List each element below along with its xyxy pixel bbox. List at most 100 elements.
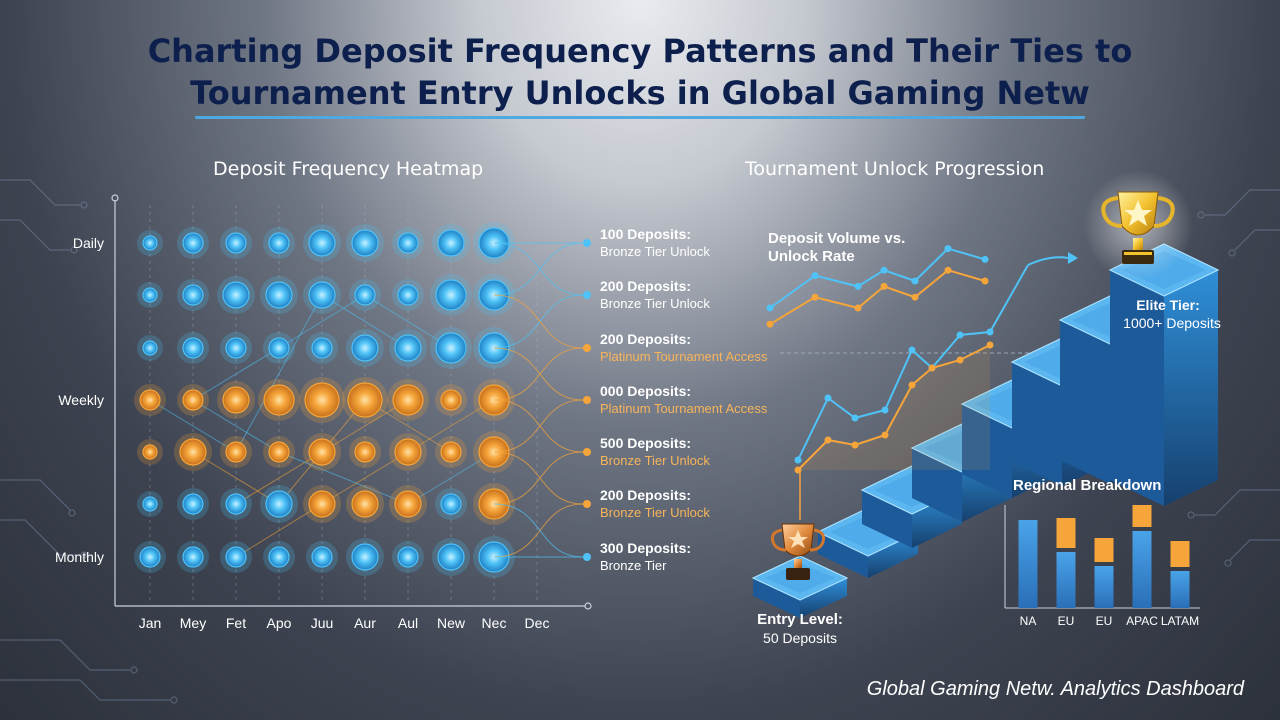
progression-point: [766, 320, 774, 328]
milestone-value: 200 Deposits:: [600, 278, 691, 294]
progression-point: [824, 436, 832, 444]
progression-point: [851, 441, 859, 449]
progression-point: [986, 341, 994, 349]
heatmap-bubble: [177, 332, 209, 364]
heatmap-connection-line: [192, 399, 495, 505]
heatmap-x-label: New: [437, 615, 466, 631]
progression-point: [911, 277, 919, 285]
regional-title: Regional Breakdown: [1013, 477, 1161, 494]
progression-point: [854, 304, 862, 312]
milestone-dot: [583, 553, 591, 561]
heatmap-x-label: Mey: [180, 615, 206, 631]
heatmap-x-label: Dec: [525, 615, 550, 631]
heatmap-row-label: Weekly: [58, 392, 104, 408]
heatmap-row-label: Daily: [73, 235, 104, 251]
title-line-2: Tournament Entry Unlocks in Global Gamin…: [190, 74, 1090, 112]
heatmap-bubbles: [134, 222, 515, 578]
heatmap-bubble: [177, 279, 209, 311]
milestone-value: 200 Deposits:: [600, 487, 691, 503]
heatmap-bubble: [389, 433, 427, 471]
entry-level-desc: 50 Deposits: [763, 630, 837, 646]
heatmap-x-label: Aur: [354, 615, 376, 631]
heatmap-x-label: Juu: [311, 615, 334, 631]
progression-point: [956, 331, 964, 339]
heatmap-bubble: [303, 224, 341, 262]
title-line-1: Charting Deposit Frequency Patterns and …: [147, 32, 1133, 70]
milestone-dot: [583, 344, 591, 352]
heatmap-bubble: [137, 439, 163, 465]
circuit-decoration-right: [1187, 189, 1280, 567]
progression-point: [880, 282, 888, 290]
progression-point: [981, 277, 989, 285]
progression-point: [911, 293, 919, 301]
heatmap-bubble: [177, 384, 209, 416]
heatmap-bubble: [137, 230, 163, 256]
milestone-connector: [493, 399, 584, 453]
heatmap-bubble: [389, 485, 427, 523]
heatmap-bubble: [174, 433, 212, 471]
heatmap-bubble: [260, 485, 298, 523]
regional-bar: [1056, 518, 1076, 608]
progression-point: [880, 266, 888, 274]
heatmap-bubble: [346, 538, 384, 576]
regional-bar: [1094, 538, 1114, 608]
regional-bars: [1018, 505, 1190, 608]
heatmap-bubble: [299, 377, 345, 423]
heatmap-bubble: [435, 436, 467, 468]
milestone-dot: [583, 448, 591, 456]
progression-point: [944, 245, 952, 253]
footer-caption: Global Gaming Netw. Analytics Dashboard: [866, 678, 1244, 700]
milestone-connector: [493, 347, 584, 401]
progression-point: [766, 304, 774, 312]
milestone-connector: [493, 503, 584, 558]
entry-trophy-icon: [770, 523, 826, 580]
heatmap-bubble: [137, 335, 163, 361]
milestone-desc: Bronze Tier Unlock: [600, 296, 710, 311]
milestone-desc: Bronze Tier Unlock: [600, 244, 710, 259]
heatmap-bubble: [177, 541, 209, 573]
heatmap-bubble: [217, 381, 255, 419]
heatmap-bubble: [349, 279, 381, 311]
milestone-value: 100 Deposits:: [600, 226, 691, 242]
milestone-desc: Platinum Tournament Access: [600, 349, 768, 364]
heatmap-bubble: [430, 274, 472, 316]
regional-category-label: NA: [1020, 614, 1037, 628]
heatmap-bubble: [177, 488, 209, 520]
elite-tier-name: Elite Tier:: [1136, 297, 1200, 313]
milestone-connector: [493, 294, 584, 349]
heatmap-bubble: [342, 377, 388, 423]
regional-category-labels: NA EU EU APAC LATAM: [1020, 614, 1199, 628]
progression-point: [881, 431, 889, 439]
progression-point: [956, 356, 964, 364]
circuit-decoration-left: [0, 179, 178, 704]
heatmap-bubble: [303, 276, 341, 314]
heatmap-bubble: [392, 541, 424, 573]
heatmap-bubble: [134, 384, 166, 416]
milestone-value: 200 Deposits:: [600, 331, 691, 347]
regional-bar: [1170, 541, 1190, 608]
milestone-dot: [583, 500, 591, 508]
heatmap-bubble: [435, 384, 467, 416]
heatmap-bubble: [392, 279, 424, 311]
heatmap-connection-line: [235, 399, 495, 558]
regional-bar: [1132, 505, 1152, 608]
heatmap-bubble: [430, 327, 472, 369]
heatmap-x-label: Apo: [267, 615, 292, 631]
milestone-desc: Bronze Tier Unlock: [600, 453, 710, 468]
heatmap-bubble: [263, 541, 295, 573]
progression-point: [881, 406, 889, 414]
heatmap-bubble: [134, 541, 166, 573]
heatmap-bubble: [346, 224, 384, 262]
heatmap-bubble: [389, 329, 427, 367]
heatmap-bubble: [392, 227, 424, 259]
heatmap-bubble: [220, 332, 252, 364]
regional-category-label: EU: [1096, 614, 1113, 628]
heatmap-x-label: Aul: [398, 615, 418, 631]
heatmap-bubble: [220, 488, 252, 520]
progression-subtitle-1: Deposit Volume vs.: [768, 230, 905, 247]
heatmap-row-label: Monthly: [55, 549, 104, 565]
heatmap-bubble: [306, 541, 338, 573]
progression-arrow: [1027, 256, 1069, 266]
progression-point: [854, 282, 862, 290]
